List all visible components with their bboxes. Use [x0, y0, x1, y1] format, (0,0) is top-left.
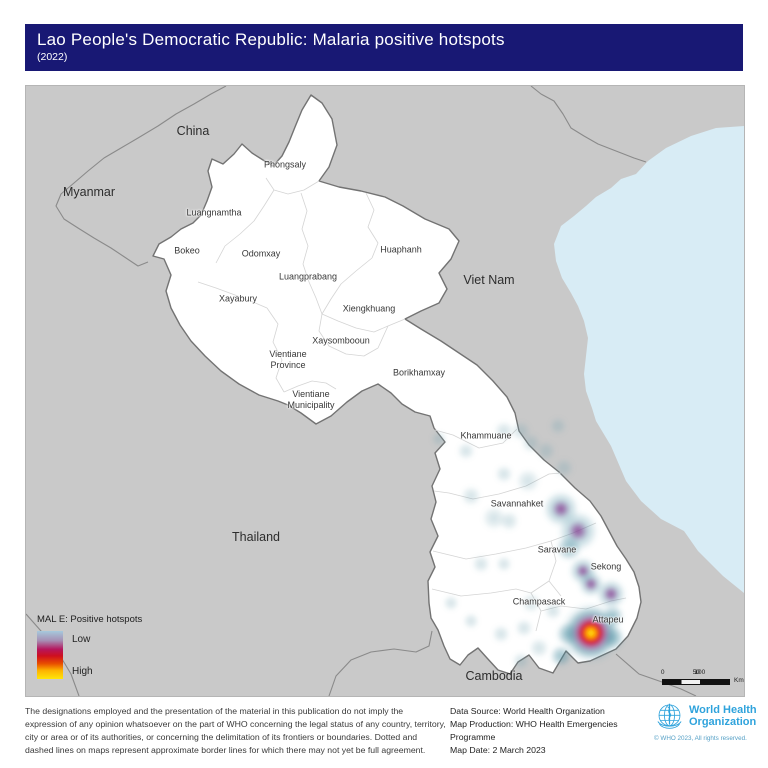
border-line-northeast	[530, 86, 647, 163]
map-title: Lao People's Democratic Republic: Malari…	[37, 30, 505, 49]
map-canvas	[26, 86, 744, 696]
legend-gradient	[37, 631, 63, 679]
who-name: World Health Organization	[689, 703, 757, 728]
who-logo: World Health Organization © WHO 2023, Al…	[654, 701, 760, 742]
hotspot-blob	[494, 421, 514, 441]
hotspot-blob	[552, 500, 570, 518]
hotspot-blob	[565, 607, 617, 659]
hotspot-blob	[461, 486, 481, 506]
source-line: Map Date: 2 March 2023	[450, 745, 546, 756]
source-block: Data Source: World Health Organization M…	[450, 705, 648, 757]
hotspot-blob	[516, 469, 540, 493]
hotspot-blob	[492, 625, 510, 643]
hotspot-blob	[603, 586, 619, 602]
hotspot-blob	[521, 593, 541, 613]
hotspot-blob	[512, 652, 530, 670]
legend-high-label: High	[72, 666, 93, 677]
hotspot-blob	[472, 555, 490, 573]
source-line: Map Production: WHO Health Emergencies	[450, 719, 618, 730]
hotspot-blob	[549, 417, 567, 435]
hotspot-blob	[554, 458, 574, 478]
hotspot-blob	[511, 421, 531, 441]
who-emblem-icon	[657, 703, 682, 729]
hotspot-blob	[584, 577, 598, 591]
hotspot-blob	[463, 613, 479, 629]
scale-tick-100: 100	[694, 669, 706, 676]
hotspot-blob	[536, 441, 556, 461]
hotspot-blob	[568, 521, 588, 541]
border-line-south	[328, 630, 433, 696]
scale-tick-0: 0	[660, 669, 665, 676]
legend: MAL E: Positive hotspots Low High	[37, 614, 142, 679]
scale-unit: Km	[734, 677, 744, 684]
hotspot-blob	[443, 595, 459, 611]
hotspot-blob	[457, 442, 475, 460]
source-line: Data Source: World Health Organization	[450, 706, 605, 716]
who-copyright: © WHO 2023, All rights reserved.	[654, 735, 747, 742]
hotspot-blob	[431, 431, 447, 447]
laos-shape	[152, 94, 642, 675]
disclaimer-text: The designations employed and the presen…	[25, 706, 446, 756]
hotspot-blob	[515, 619, 533, 637]
scale-bar-rule	[662, 678, 730, 685]
hotspot-blob	[499, 511, 519, 531]
hotspot-blob	[544, 602, 562, 620]
map-frame: China Myanmar Viet Nam Thailand Cambodia Phon…	[25, 85, 745, 697]
scale-bar: 0 50 100 Km	[660, 669, 744, 685]
legend-title: MAL E: Positive hotspots	[37, 614, 143, 625]
hotspot-blob	[529, 638, 549, 658]
legend-low-label: Low	[72, 634, 91, 645]
title-bar: Lao People's Democratic Republic: Malari…	[25, 24, 743, 71]
scale-tick-50: 50	[692, 669, 700, 676]
hotspot-blob	[496, 556, 512, 572]
hotspot-layer	[431, 417, 626, 670]
sea-shape	[554, 126, 744, 593]
source-line: Programme	[450, 732, 496, 743]
map-subtitle: (2022)	[37, 51, 68, 64]
border-line-northwest	[55, 86, 227, 267]
hotspot-blob	[495, 465, 513, 483]
